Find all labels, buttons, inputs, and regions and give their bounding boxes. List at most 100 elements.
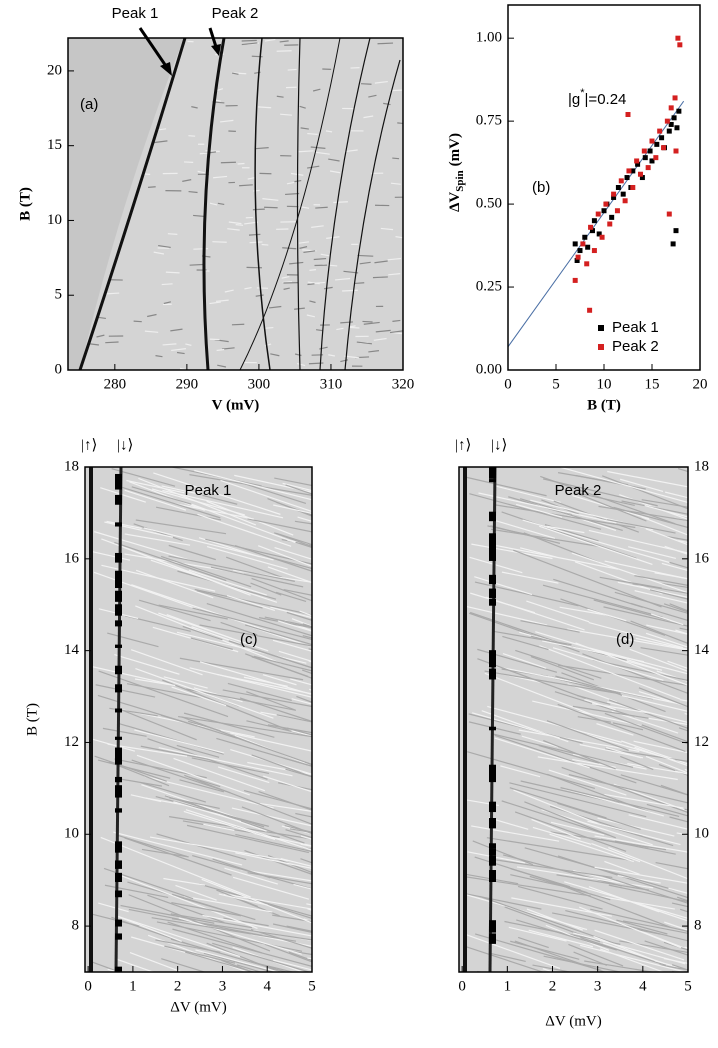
y-tick-label: 16: [694, 550, 710, 566]
image-streak: [267, 498, 312, 517]
image-streak: [515, 649, 602, 679]
scatter-point: [611, 191, 617, 197]
image-streak: [690, 580, 718, 619]
image-streak: [650, 613, 684, 626]
annotation: Peak 1: [112, 5, 159, 22]
image-streak: [684, 946, 688, 949]
y-tick-label: 8: [72, 918, 80, 934]
plot-frame: [67, 37, 404, 371]
image-streak: [230, 735, 312, 766]
image-blob: [115, 890, 122, 898]
scatter-point: [630, 185, 636, 190]
image-streak: [542, 478, 658, 507]
image-blob: [489, 933, 496, 940]
scatter-point: [664, 118, 670, 124]
image-streak: [251, 656, 309, 677]
image-streak: [488, 858, 613, 879]
image-streak: [559, 606, 607, 616]
image-streak: [212, 858, 271, 879]
image-streak: [392, 157, 400, 160]
image-streak: [173, 757, 266, 792]
image-streak: [206, 942, 282, 972]
image-streak: [221, 347, 235, 350]
image-streak: [267, 854, 312, 874]
image-streak: [303, 250, 316, 254]
y-axis-label: ΔVSpin (mV): [447, 133, 465, 212]
image-streak: [605, 746, 642, 759]
image-streak: [487, 705, 622, 743]
image-blob: [115, 789, 122, 798]
image-streak: [342, 289, 358, 292]
scatter-point: [673, 228, 679, 234]
image-streak: [124, 533, 191, 546]
image-streak: [356, 341, 373, 345]
image-blob: [115, 708, 122, 713]
image-streak: [374, 260, 388, 264]
image-blob: [115, 578, 122, 589]
image-streak: [522, 519, 671, 564]
image-streak: [604, 860, 640, 875]
image-streak: [270, 556, 312, 570]
y-tick-label: 10: [694, 826, 709, 842]
image-streak: [223, 917, 269, 927]
image-streak: [107, 743, 188, 757]
image-streak: [264, 616, 312, 628]
image-streak: [280, 858, 312, 867]
image-streak: [362, 320, 373, 323]
image-streak: [328, 354, 336, 357]
legend-label: Peak 2: [612, 338, 659, 355]
scatter-point: [674, 125, 680, 131]
image-streak: [360, 83, 372, 85]
y-tick-label: 10: [64, 826, 79, 842]
image-streak: [315, 329, 323, 332]
image-streak: [518, 729, 640, 752]
image-streak: [243, 789, 312, 810]
image-streak: [183, 712, 275, 738]
image-streak: [164, 945, 236, 964]
image-streak: [275, 591, 307, 602]
image-streak: [170, 328, 183, 332]
image-streak: [387, 257, 402, 261]
image-streak: [129, 481, 206, 511]
x-tick-label: 1: [129, 978, 137, 994]
image-streak: [491, 528, 602, 548]
scatter-point: [588, 224, 594, 230]
image-streak: [274, 477, 312, 487]
image-streak: [250, 582, 282, 596]
image-streak: [466, 934, 561, 970]
image-streak: [235, 833, 312, 853]
image-streak: [202, 914, 312, 937]
scatter-point: [642, 155, 648, 161]
image-streak: [380, 227, 394, 231]
image-streak: [124, 489, 187, 511]
image-streak: [616, 919, 668, 935]
image-streak: [286, 925, 312, 932]
image-streak: [586, 734, 676, 762]
state-label: |↑⟩: [455, 437, 471, 453]
image-blob: [489, 479, 496, 483]
image-streak: [621, 500, 688, 515]
image-streak: [691, 665, 718, 688]
image-streak: [597, 817, 675, 837]
image-streak: [264, 326, 274, 329]
image-streak: [645, 632, 688, 648]
scatter-point: [574, 258, 580, 263]
image-streak: [640, 647, 688, 656]
x-tick-label: 0: [458, 978, 466, 994]
image-streak: [285, 829, 312, 839]
annotation-part: |g: [568, 91, 580, 108]
image-streak: [469, 493, 602, 530]
image-streak: [621, 695, 688, 713]
image-streak: [509, 787, 607, 819]
image-streak: [247, 176, 256, 180]
image-streak: [302, 635, 312, 639]
image-streak: [161, 958, 207, 972]
image-streak: [131, 486, 192, 505]
image-streak: [141, 782, 207, 803]
y-tick-label: 20: [47, 62, 62, 78]
image-streak: [172, 928, 312, 968]
image-streak: [291, 698, 312, 705]
image-blob: [489, 543, 496, 553]
image-streak: [486, 837, 633, 862]
y-tick-label: 10: [47, 212, 62, 228]
